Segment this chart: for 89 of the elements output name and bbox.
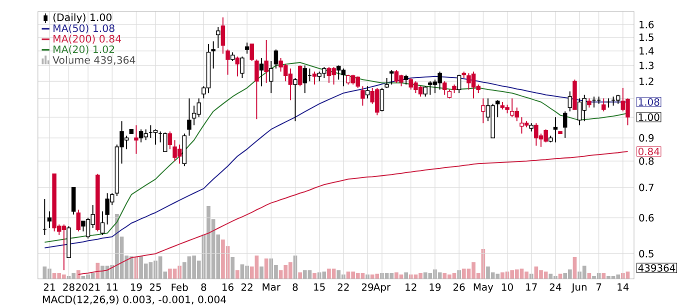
bar	[298, 272, 302, 280]
annotation: 1.08	[638, 98, 660, 106]
candlestick	[384, 78, 389, 89]
x-tick-label: 28	[63, 284, 74, 292]
text: 439364	[638, 264, 676, 272]
candlestick	[76, 209, 81, 232]
candlestick	[293, 78, 298, 122]
candlestick	[244, 42, 250, 54]
x-tick-label: 22	[338, 284, 349, 291]
x-tick-label: Feb	[172, 284, 188, 292]
x-tick-label: 14	[618, 284, 629, 291]
candlestick	[100, 211, 105, 236]
x-tick-label: Mar	[262, 284, 281, 291]
x-tick-label: 19	[131, 284, 142, 292]
candlestick	[496, 100, 500, 118]
candlestick	[298, 65, 302, 87]
y-tick-label: 1.2	[640, 78, 654, 86]
x-tick-label: 8	[292, 284, 298, 292]
x-tick-label: 19	[430, 284, 441, 292]
candlestick	[602, 98, 606, 112]
x-tick-label: 2021	[76, 284, 100, 292]
candlestick	[264, 40, 268, 84]
candlestick	[168, 131, 172, 150]
bar	[602, 273, 606, 280]
candlestick	[568, 91, 572, 112]
x-tick-label: 26	[453, 284, 465, 292]
candlestick	[456, 74, 462, 94]
candlestick	[587, 98, 592, 108]
text: MACD(12,26,9) 0.003, -0.001, 0.004	[43, 296, 226, 305]
x-tick-label: 21	[44, 284, 55, 291]
candlestick	[71, 187, 76, 216]
x-tick-label: 7	[596, 284, 602, 291]
candlestick	[250, 44, 254, 62]
x-tick-label: 17	[526, 284, 537, 291]
x-tick-label: Apr	[373, 284, 391, 293]
x-tick-label: Jun	[571, 284, 586, 293]
x-tick-label: 15	[314, 284, 325, 291]
x-tick-label: 10	[502, 284, 513, 292]
x-tick-label: 24	[550, 284, 562, 291]
candlestick	[134, 124, 138, 155]
x-tick-label: May	[474, 284, 494, 293]
candlestick	[423, 86, 428, 98]
y-tick-label: 0.7	[639, 184, 654, 192]
bar	[312, 273, 316, 280]
bar	[572, 257, 577, 280]
y-tick-label: 1.5	[640, 34, 654, 42]
candlestick	[47, 211, 52, 229]
x-tick-label: 29	[362, 284, 374, 292]
candlestick	[211, 40, 216, 70]
y-tick-label: 0.6	[639, 214, 654, 222]
bar	[236, 270, 240, 280]
x-tick-label: 25	[150, 284, 161, 292]
y-tick-label: 1.3	[640, 62, 654, 70]
y-tick-label: 0.5	[639, 250, 654, 258]
x-tick-label: 11	[106, 284, 118, 291]
candlestick	[312, 71, 317, 86]
y-tick-label: 1.4	[640, 47, 654, 55]
candlestick	[240, 56, 244, 79]
x-tick-label: 22	[241, 284, 252, 291]
y-tick-label: 1.6	[640, 21, 654, 29]
candlestick	[220, 17, 226, 54]
candlestick	[235, 56, 240, 78]
candlestick	[153, 129, 158, 146]
candlestick	[274, 49, 278, 70]
candlestick	[259, 58, 264, 87]
candlestick	[404, 74, 408, 86]
candlestick	[365, 86, 370, 100]
candlestick	[562, 111, 568, 139]
candlestick	[360, 86, 365, 106]
candlestick	[442, 80, 447, 96]
legend-label: MA(200) 0.84	[54, 34, 122, 44]
candlestick	[187, 98, 192, 136]
x-tick-label: 12	[406, 284, 416, 291]
candlestick	[226, 49, 230, 76]
y-tick-label: 0.9	[639, 134, 654, 142]
legend-label: MA(20) 1.02	[54, 45, 114, 55]
annotation: 0.84	[638, 148, 660, 156]
candlestick	[269, 60, 274, 94]
bar	[76, 270, 80, 280]
x-tick-label: 16	[222, 284, 234, 292]
legend-label: MA(50) 1.08	[54, 24, 114, 34]
candlestick	[216, 26, 220, 49]
legend-label: (Daily) 1.00	[53, 13, 112, 24]
legend-label: Volume 439,364	[52, 56, 136, 66]
candlestick	[254, 59, 259, 120]
annotation: 1.00	[638, 114, 660, 122]
candlestick	[380, 88, 384, 112]
x-tick-label: 8	[201, 284, 206, 292]
y-tick-label: 0.8	[639, 158, 654, 166]
